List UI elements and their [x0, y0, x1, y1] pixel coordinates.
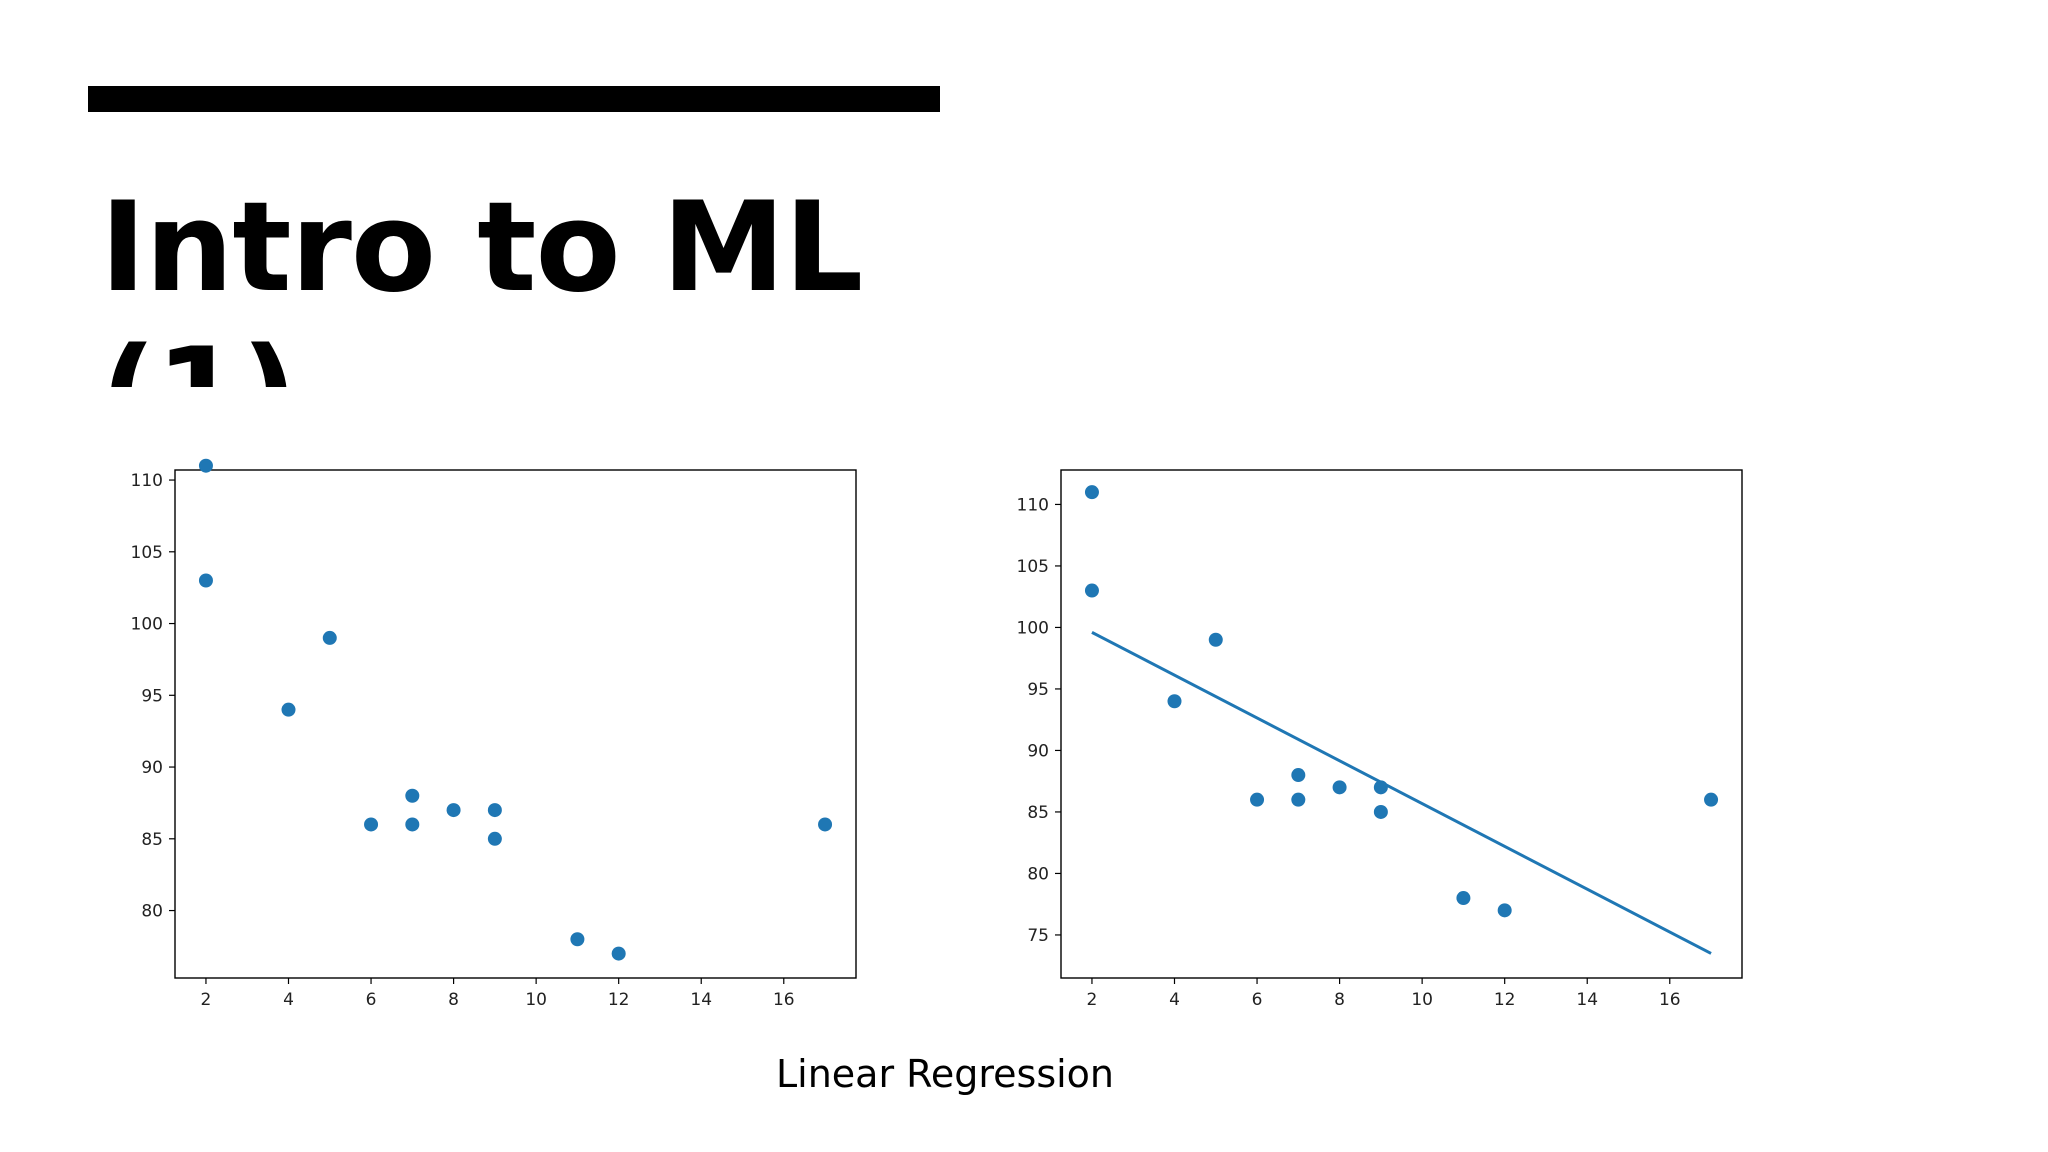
x-tick-label: 14	[690, 990, 712, 1010]
y-tick-label: 85	[1027, 803, 1049, 823]
data-point	[364, 817, 379, 832]
data-point	[570, 932, 585, 947]
data-point	[1167, 694, 1182, 709]
x-tick-label: 4	[283, 990, 294, 1010]
x-tick-label: 4	[1169, 990, 1180, 1010]
x-tick-label: 12	[1494, 990, 1516, 1010]
y-tick-label: 110	[1017, 495, 1049, 515]
data-point	[1208, 632, 1223, 647]
plot-frame	[174, 469, 857, 979]
x-tick-label: 2	[201, 990, 212, 1010]
data-point	[1704, 792, 1719, 807]
title-area: Intro to ML (1)	[100, 175, 1000, 387]
y-tick-label: 75	[1027, 926, 1049, 946]
x-tick-label: 16	[773, 990, 795, 1010]
scatter-plot-with-regression: 2 4 6 8 10 12 14 16 75 80 85 90 95 100 105 110	[1017, 469, 1743, 1010]
data-point	[446, 803, 461, 818]
y-tick-label: 85	[141, 830, 163, 850]
data-point	[1373, 780, 1388, 795]
data-point	[1332, 780, 1347, 795]
y-tick-label: 80	[1027, 864, 1049, 884]
data-point	[322, 630, 337, 645]
data-point	[1373, 804, 1388, 819]
y-tick-label: 100	[131, 615, 163, 635]
y-tick-label: 95	[141, 686, 163, 706]
data-point	[198, 573, 213, 588]
x-tick-label: 14	[1576, 990, 1598, 1010]
y-tick-label: 90	[141, 758, 163, 778]
data-point	[1456, 891, 1471, 906]
y-tick-label: 105	[1017, 557, 1049, 577]
x-tick-label: 2	[1087, 990, 1098, 1010]
y-tick-label: 110	[131, 471, 163, 491]
data-point	[405, 788, 420, 803]
x-tick-label: 6	[1252, 990, 1263, 1010]
data-point	[1497, 903, 1512, 918]
data-point	[818, 817, 833, 832]
x-tick-label: 8	[1334, 990, 1345, 1010]
x-tick-label: 8	[448, 990, 459, 1010]
x-tick-label: 16	[1659, 990, 1681, 1010]
data-point	[1084, 485, 1099, 500]
data-point	[1291, 768, 1306, 783]
scatter-plot-raw-data: 2 4 6 8 10 12 14 16 80 85 90 95 100 105 110	[131, 458, 857, 1010]
data-point	[198, 458, 213, 473]
title-accent-bar	[88, 86, 940, 112]
data-point	[1291, 792, 1306, 807]
data-point	[487, 831, 502, 846]
data-point	[611, 946, 626, 961]
y-tick-label: 90	[1027, 741, 1049, 761]
data-point	[1250, 792, 1265, 807]
y-tick-label: 105	[131, 543, 163, 563]
data-point	[1084, 583, 1099, 598]
data-point	[281, 702, 296, 717]
x-tick-label: 10	[525, 990, 547, 1010]
x-tick-label: 12	[608, 990, 630, 1010]
y-tick-label: 80	[141, 902, 163, 922]
figure-caption: Linear Regression	[775, 1052, 1115, 1096]
data-point	[487, 803, 502, 818]
regression-line	[1091, 631, 1712, 955]
data-point	[405, 817, 420, 832]
y-tick-label: 95	[1027, 680, 1049, 700]
slide-title: Intro to ML (1)	[100, 176, 863, 387]
plot-frame	[1060, 469, 1743, 979]
x-tick-label: 6	[366, 990, 377, 1010]
x-tick-label: 10	[1411, 990, 1433, 1010]
y-tick-label: 100	[1017, 618, 1049, 638]
